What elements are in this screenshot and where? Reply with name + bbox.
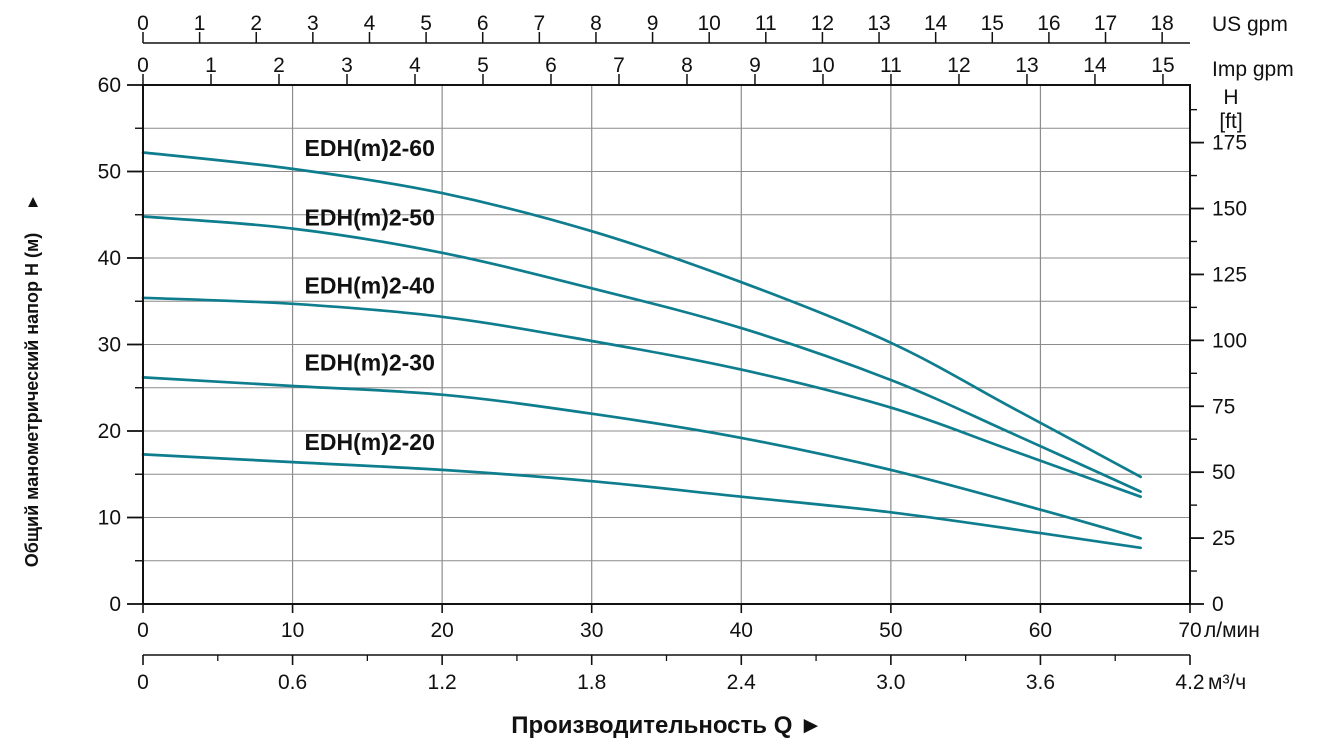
us-gpm-unit-label: US gpm [1212,13,1288,36]
us-gpm-tick-label: 2 [250,12,262,35]
grid-layer [143,85,1190,604]
imp-gpm-tick-label: 11 [880,54,902,77]
right-axis-ft: 0 25 50 75 100 125 150 175 H[ft] [1190,86,1247,616]
right-tick-label: 50 [1212,461,1235,484]
lmin-tick-label: 50 [879,619,902,642]
left-tick-label: 50 [98,161,121,184]
us-gpm-tick-label: 12 [811,12,834,35]
imp-gpm-tick-label: 7 [613,54,625,77]
lmin-tick-label: 60 [1029,619,1052,642]
right-tick-label: 25 [1212,527,1235,550]
imp-gpm-tick-label: 3 [341,54,353,77]
us-gpm-tick-label: 18 [1150,12,1173,35]
lmin-tick-label: 30 [580,619,603,642]
us-gpm-tick-label: 17 [1094,12,1117,35]
right-axis-title-h: H [1223,86,1238,109]
imp-gpm-tick-label: 5 [477,54,489,77]
imp-gpm-tick-label: 1 [205,54,217,77]
lmin-unit-label: л/мин [1204,619,1260,642]
us-gpm-tick-label: 1 [194,12,206,35]
x-axis-title: Производительность Q ► [511,712,823,739]
us-gpm-tick-label: 8 [590,12,602,35]
right-tick-label: 100 [1212,329,1247,352]
us-gpm-tick-label: 6 [477,12,489,35]
curve-edh-m-2-30 [141,376,1142,540]
curve-edh-m-2-60 [141,151,1142,479]
us-gpm-tick-label: 7 [533,12,545,35]
left-tick-label: 60 [98,74,121,97]
us-gpm-tick-label: 15 [981,12,1004,35]
imp-gpm-tick-label: 0 [137,54,149,77]
lmin-tick-label: 20 [430,619,453,642]
curve-edh-m-2-40 [141,296,1142,499]
left-tick-label: 20 [98,420,121,443]
bottom-axis-m3h: 0 0.6 1.2 1.8 2.4 3.0 3.6 4.2 м³/ч [137,654,1246,694]
imp-gpm-tick-label: 6 [545,54,557,77]
imp-gpm-tick-label: 8 [681,54,693,77]
left-tick-label: 10 [98,507,121,530]
right-tick-label: 175 [1212,132,1247,155]
imp-gpm-tick-label: 2 [273,54,285,77]
right-tick-label: 150 [1212,198,1247,221]
imp-gpm-unit-label: Imp gpm [1212,58,1294,81]
left-tick-label: 0 [109,593,121,616]
bottom-axis-lmin: 0 10 20 30 40 50 60 70 л/мин [137,604,1260,642]
m3h-tick-label: 2.4 [727,671,757,694]
imp-gpm-tick-label: 9 [749,54,761,77]
imp-gpm-tick-label: 15 [1151,54,1174,77]
curve-label-edh-m-2-60: EDH(m)2-60 [305,135,435,161]
us-gpm-tick-label: 14 [924,12,948,35]
left-axis-m: 0 10 20 30 40 50 60 Общий манометрический напор… [22,74,143,616]
us-gpm-tick-label: 3 [307,12,319,35]
right-tick-label: 125 [1212,263,1247,286]
lmin-tick-label: 0 [137,619,149,642]
lmin-tick-label: 40 [730,619,753,642]
m3h-unit-label: м³/ч [1208,671,1246,694]
right-tick-label: 75 [1212,395,1235,418]
curve-labels-layer: EDH(m)2-60 EDH(m)2-50 EDH(m)2-40 EDH(m)2-30… [305,135,435,455]
curve-label-edh-m-2-50: EDH(m)2-50 [305,204,435,230]
left-tick-label: 30 [98,334,121,357]
us-gpm-tick-label: 10 [698,12,721,35]
m3h-tick-label: 3.6 [1026,671,1055,694]
imp-gpm-tick-label: 10 [811,54,834,77]
y-axis-title: Общий манометрический напор H (м) [22,233,42,568]
us-gpm-tick-label: 16 [1037,12,1060,35]
lmin-tick-label: 70 [1178,619,1201,642]
x-axis-title-layer: Производительность Q ► [511,712,823,739]
top-axis-imp-gpm: 0 1 2 3 4 5 6 7 8 9 10 11 12 13 14 15 Imp gpm [137,54,1294,85]
us-gpm-tick-label: 4 [364,12,376,35]
imp-gpm-tick-label: 4 [409,54,421,77]
us-gpm-tick-label: 0 [137,12,149,35]
imp-gpm-tick-label: 13 [1015,54,1038,77]
imp-gpm-tick-label: 14 [1083,54,1107,77]
us-gpm-tick-label: 13 [867,12,890,35]
curve-label-edh-m-2-20: EDH(m)2-20 [305,429,435,455]
right-tick-label: 0 [1212,593,1224,616]
imp-gpm-tick-label: 12 [947,54,970,77]
curve-edh-m-2-20 [141,453,1142,550]
us-gpm-tick-label: 11 [755,12,777,35]
m3h-tick-label: 0 [137,671,149,694]
curves-layer [141,151,1142,550]
right-axis-title-ft: [ft] [1219,110,1242,133]
y-axis-arrow-icon: ▲ [25,192,42,211]
us-gpm-tick-label: 9 [647,12,659,35]
curve-label-edh-m-2-30: EDH(m)2-30 [305,350,435,376]
top-axis-us-gpm: 0 1 2 3 4 5 6 7 8 9 10 11 12 13 14 15 16 17 18 US gpm [137,12,1288,44]
m3h-tick-label: 4.2 [1175,671,1204,694]
curve-label-edh-m-2-40: EDH(m)2-40 [305,273,435,299]
m3h-tick-label: 1.2 [428,671,457,694]
m3h-tick-label: 3.0 [876,671,905,694]
left-tick-label: 40 [98,247,121,270]
curve-edh-m-2-50 [141,215,1142,493]
m3h-tick-label: 1.8 [577,671,606,694]
m3h-tick-label: 0.6 [278,671,307,694]
us-gpm-tick-label: 5 [420,12,432,35]
lmin-tick-label: 10 [281,619,304,642]
